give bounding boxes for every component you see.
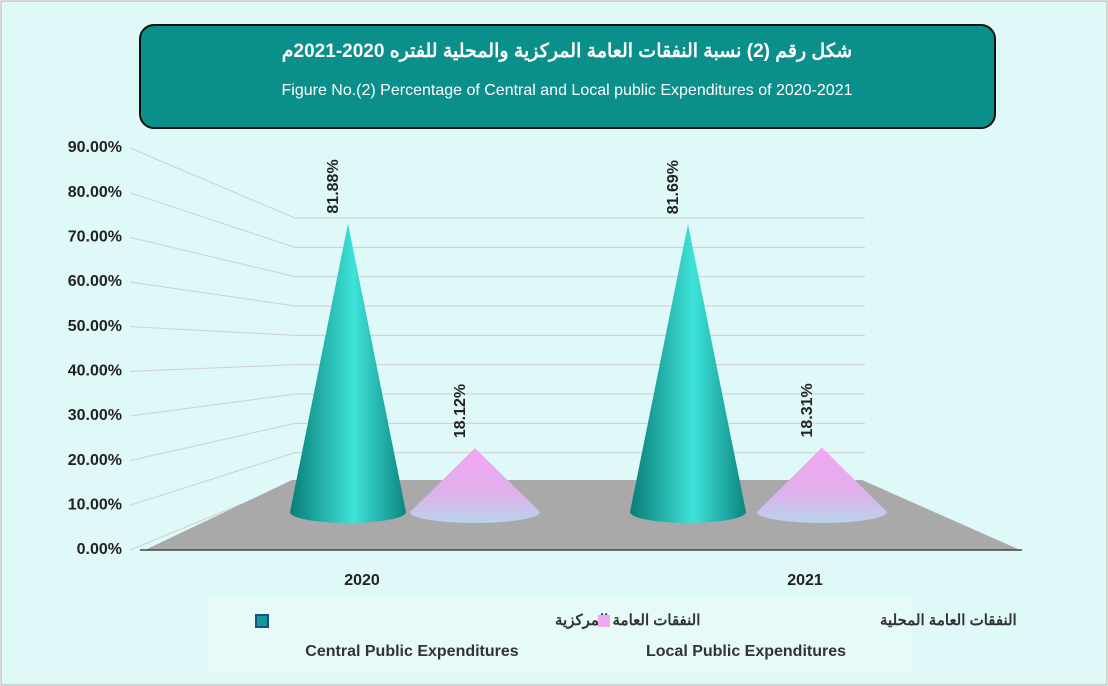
legend-swatch <box>255 614 269 628</box>
value-label: 18.12% <box>452 384 469 438</box>
y-tick-label: 60.00% <box>68 273 122 290</box>
legend-label: Local Public Expenditures <box>646 643 846 660</box>
chart-title: شكل رقم (2) نسبة النفقات العامة المركزية… <box>282 41 852 62</box>
value-label: 81.88% <box>325 159 342 213</box>
y-tick-label: 50.00% <box>68 318 122 335</box>
y-tick-label: 10.00% <box>68 497 122 514</box>
cone <box>290 223 406 523</box>
y-tick-label: 80.00% <box>68 184 122 201</box>
cone <box>757 447 887 523</box>
title-box <box>139 24 996 129</box>
grid-line <box>129 147 865 219</box>
y-tick-label: 90.00% <box>68 139 122 156</box>
cone <box>410 448 540 523</box>
y-tick-label: 30.00% <box>68 407 122 424</box>
x-tick-label: 2020 <box>344 572 380 589</box>
value-label: 18.31% <box>799 383 816 437</box>
legend-swatch <box>598 615 610 627</box>
cone <box>630 224 746 524</box>
grid-line <box>129 192 865 248</box>
y-tick-label: 40.00% <box>68 363 122 380</box>
y-tick-label: 70.00% <box>68 229 122 246</box>
y-tick-label: 0.00% <box>77 541 122 558</box>
y-tick-label: 20.00% <box>68 452 122 469</box>
chart-subtitle: Figure No.(2) Percentage of Central and … <box>281 82 852 99</box>
legend-label-ar: النفقات العامة المحلية <box>880 612 1017 629</box>
legend-label-ar: النفقات العامة المركزية <box>555 612 700 629</box>
legend <box>207 597 912 673</box>
grid-line <box>129 236 865 278</box>
x-tick-label: 2021 <box>787 572 823 589</box>
legend-label: Central Public Expenditures <box>305 643 518 660</box>
value-label: 81.69% <box>665 160 682 214</box>
